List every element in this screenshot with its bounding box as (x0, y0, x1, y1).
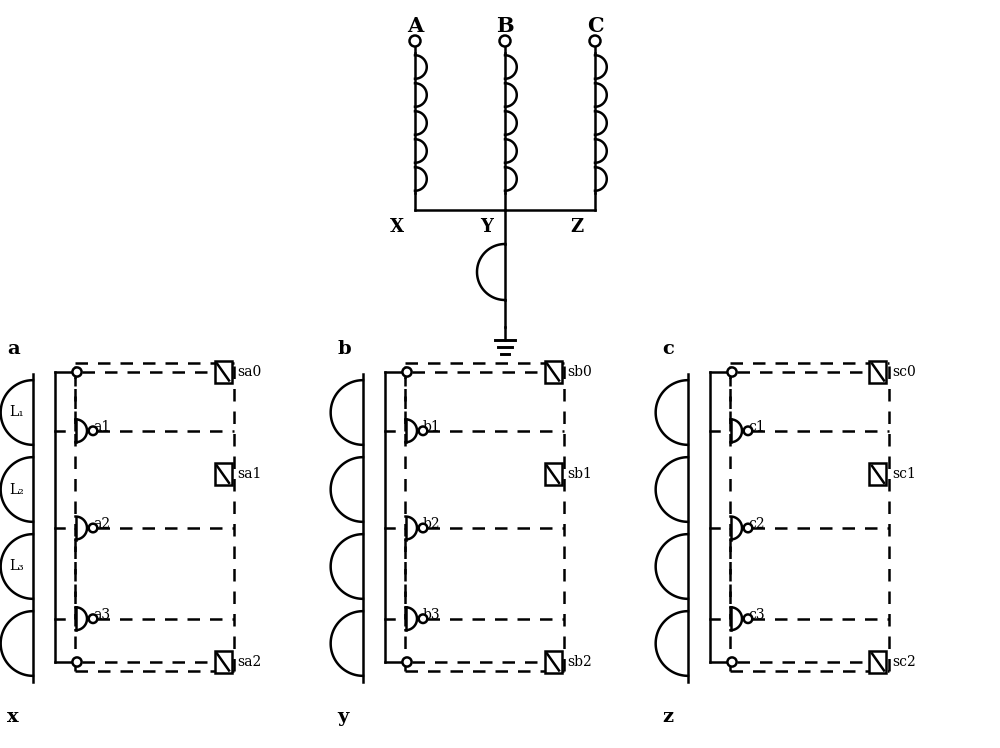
Text: sc0: sc0 (893, 365, 916, 379)
Circle shape (744, 426, 752, 435)
Text: c: c (662, 340, 674, 358)
Text: c2: c2 (748, 517, 765, 531)
Circle shape (500, 35, 511, 46)
Text: z: z (662, 708, 673, 726)
Text: L₁: L₁ (9, 405, 24, 420)
Text: b1: b1 (423, 420, 441, 434)
Text: sa0: sa0 (238, 365, 262, 379)
Circle shape (727, 367, 737, 376)
Text: c1: c1 (748, 420, 765, 434)
Text: b: b (337, 340, 351, 358)
Bar (544, 361, 562, 383)
Circle shape (402, 657, 412, 666)
Text: b3: b3 (423, 607, 441, 622)
Text: Z: Z (570, 218, 584, 236)
Text: L₂: L₂ (9, 482, 24, 497)
Bar (544, 464, 562, 485)
Text: sb2: sb2 (568, 655, 592, 669)
Circle shape (744, 614, 752, 623)
Circle shape (89, 426, 97, 435)
Text: b2: b2 (423, 517, 441, 531)
Bar (869, 464, 886, 485)
Text: C: C (587, 16, 603, 36)
Text: sb1: sb1 (568, 468, 592, 482)
Circle shape (89, 614, 97, 623)
Text: c3: c3 (748, 607, 765, 622)
Circle shape (72, 367, 82, 376)
Circle shape (419, 524, 427, 533)
Text: a: a (7, 340, 20, 358)
Text: L₃: L₃ (9, 560, 24, 574)
Text: sc1: sc1 (893, 468, 916, 482)
Text: sc2: sc2 (893, 655, 916, 669)
Circle shape (89, 524, 97, 533)
Text: a3: a3 (93, 607, 110, 622)
Bar (869, 651, 886, 673)
Bar (214, 651, 232, 673)
Text: sb0: sb0 (568, 365, 592, 379)
Bar (214, 361, 232, 383)
Text: Y: Y (481, 218, 493, 236)
Text: x: x (7, 708, 19, 726)
Text: X: X (390, 218, 404, 236)
Circle shape (727, 657, 737, 666)
Circle shape (410, 35, 421, 46)
Text: a2: a2 (93, 517, 110, 531)
Circle shape (402, 367, 412, 376)
Circle shape (419, 614, 427, 623)
Bar (214, 464, 232, 485)
Text: y: y (337, 708, 348, 726)
Text: B: B (496, 16, 514, 36)
Bar (869, 361, 886, 383)
Text: sa2: sa2 (238, 655, 262, 669)
Bar (544, 651, 562, 673)
Circle shape (419, 426, 427, 435)
Circle shape (72, 657, 82, 666)
Text: sa1: sa1 (238, 468, 262, 482)
Circle shape (590, 35, 600, 46)
Text: A: A (407, 16, 423, 36)
Text: a1: a1 (93, 420, 110, 434)
Circle shape (744, 524, 752, 533)
